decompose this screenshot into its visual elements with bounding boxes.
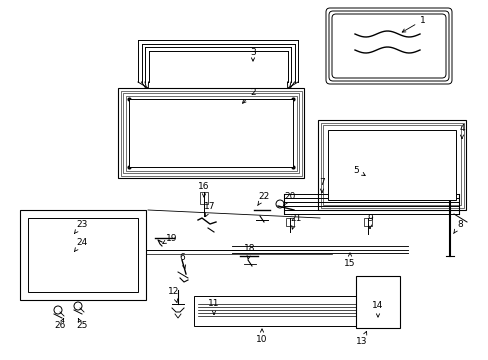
Bar bbox=[320, 122, 463, 207]
Text: 5: 5 bbox=[352, 166, 365, 176]
Text: 16: 16 bbox=[198, 181, 209, 197]
Text: 4: 4 bbox=[458, 123, 464, 139]
Bar bbox=[363, 218, 371, 226]
Bar bbox=[200, 192, 207, 204]
Text: 21: 21 bbox=[290, 213, 301, 229]
Bar bbox=[24, 214, 142, 296]
Text: 18: 18 bbox=[244, 243, 255, 259]
Bar bbox=[355, 276, 399, 328]
Bar bbox=[285, 218, 293, 226]
Text: 11: 11 bbox=[208, 300, 219, 314]
Text: 12: 12 bbox=[168, 288, 179, 302]
Text: 3: 3 bbox=[250, 48, 255, 61]
Text: 8: 8 bbox=[453, 220, 462, 234]
Text: 22: 22 bbox=[257, 192, 269, 206]
Text: 20: 20 bbox=[283, 192, 295, 206]
Text: 14: 14 bbox=[371, 302, 383, 317]
Bar bbox=[129, 99, 292, 167]
Bar bbox=[317, 120, 465, 210]
Text: 19: 19 bbox=[163, 234, 177, 243]
Bar bbox=[120, 90, 301, 176]
Bar bbox=[123, 93, 298, 173]
Text: 24: 24 bbox=[74, 238, 87, 252]
Text: 13: 13 bbox=[356, 332, 367, 346]
Text: 26: 26 bbox=[54, 319, 65, 330]
Bar bbox=[20, 210, 146, 300]
Text: 10: 10 bbox=[256, 329, 267, 345]
Text: 2: 2 bbox=[242, 87, 255, 103]
Text: 15: 15 bbox=[344, 253, 355, 269]
Text: 23: 23 bbox=[74, 220, 87, 234]
Text: 1: 1 bbox=[402, 15, 425, 32]
Text: 6: 6 bbox=[179, 253, 185, 269]
Text: 25: 25 bbox=[76, 319, 87, 330]
Bar bbox=[327, 130, 455, 200]
Bar bbox=[28, 218, 138, 292]
Bar bbox=[22, 212, 143, 298]
Bar bbox=[118, 88, 304, 178]
Bar bbox=[125, 95, 296, 171]
Text: 7: 7 bbox=[319, 177, 324, 193]
Bar bbox=[323, 125, 460, 205]
Bar bbox=[194, 296, 361, 326]
Text: 9: 9 bbox=[366, 213, 372, 229]
Text: 17: 17 bbox=[204, 202, 215, 217]
